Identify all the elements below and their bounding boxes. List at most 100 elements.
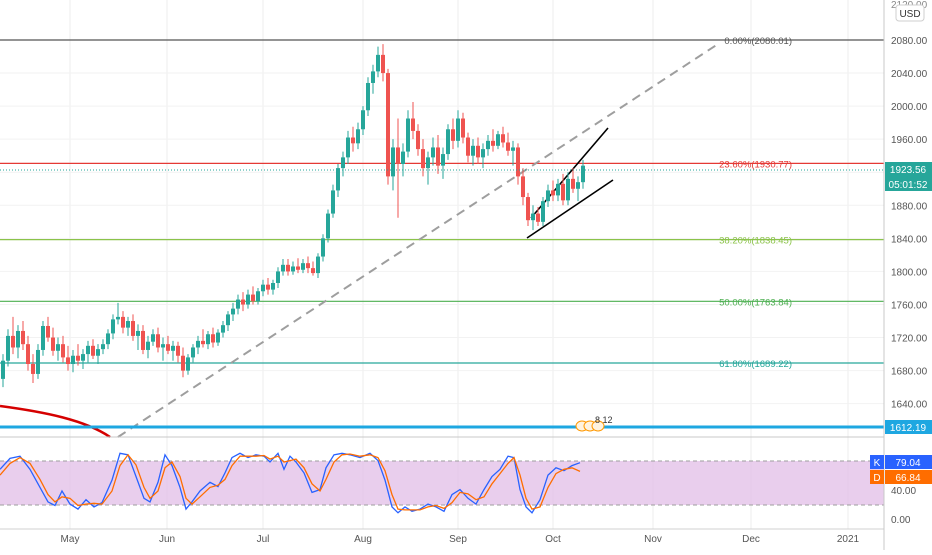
- candle-body[interactable]: [396, 147, 400, 164]
- candle-body[interactable]: [126, 321, 130, 328]
- candle-body[interactable]: [451, 129, 455, 141]
- candle-body[interactable]: [201, 340, 205, 345]
- candle-body[interactable]: [46, 325, 50, 338]
- candle-body[interactable]: [461, 118, 465, 138]
- candle-body[interactable]: [516, 147, 520, 177]
- candle-body[interactable]: [41, 325, 45, 350]
- candle-body[interactable]: [421, 149, 425, 169]
- candle-body[interactable]: [346, 137, 350, 158]
- candle-body[interactable]: [496, 134, 500, 146]
- candle-body[interactable]: [401, 151, 405, 164]
- candle-body[interactable]: [556, 183, 560, 196]
- candle-body[interactable]: [546, 190, 550, 202]
- candle-body[interactable]: [211, 334, 215, 343]
- candle-body[interactable]: [111, 319, 115, 334]
- candle-body[interactable]: [36, 349, 40, 374]
- candle-body[interactable]: [446, 129, 450, 155]
- candle-body[interactable]: [531, 213, 535, 221]
- candle-body[interactable]: [146, 341, 150, 350]
- candle-body[interactable]: [406, 118, 410, 152]
- currency-button[interactable]: USD: [895, 4, 925, 22]
- candle-body[interactable]: [286, 264, 290, 272]
- candle-body[interactable]: [11, 335, 15, 348]
- candle-body[interactable]: [226, 314, 230, 326]
- candle-body[interactable]: [216, 332, 220, 343]
- candle-body[interactable]: [191, 347, 195, 358]
- candle-body[interactable]: [321, 238, 325, 257]
- candle-body[interactable]: [246, 294, 250, 305]
- candle-body[interactable]: [276, 271, 280, 284]
- candle-body[interactable]: [431, 147, 435, 158]
- candle-body[interactable]: [441, 154, 445, 166]
- candle-body[interactable]: [81, 354, 85, 361]
- candle-body[interactable]: [71, 355, 75, 365]
- candle-body[interactable]: [86, 345, 90, 355]
- candle-body[interactable]: [391, 147, 395, 177]
- candle-body[interactable]: [231, 308, 235, 315]
- candle-body[interactable]: [521, 176, 525, 198]
- candle-body[interactable]: [471, 145, 475, 156]
- candle-body[interactable]: [316, 256, 320, 274]
- candle-body[interactable]: [336, 168, 340, 191]
- candle-body[interactable]: [356, 129, 360, 144]
- candle-body[interactable]: [161, 344, 165, 348]
- candle-body[interactable]: [206, 334, 210, 345]
- candle-body[interactable]: [506, 142, 510, 151]
- event-marker[interactable]: 8 12: [575, 415, 613, 432]
- candle-body[interactable]: [311, 268, 315, 274]
- candle-body[interactable]: [426, 157, 430, 169]
- candle-body[interactable]: [561, 183, 565, 201]
- candle-body[interactable]: [116, 316, 120, 320]
- candle-body[interactable]: [386, 73, 390, 177]
- candle-body[interactable]: [301, 263, 305, 270]
- candle-body[interactable]: [566, 178, 570, 201]
- candle-body[interactable]: [21, 330, 25, 345]
- candle-body[interactable]: [106, 333, 110, 345]
- candle-body[interactable]: [466, 137, 470, 156]
- candle-body[interactable]: [351, 137, 355, 144]
- candle-body[interactable]: [151, 334, 155, 342]
- candle-body[interactable]: [581, 165, 585, 183]
- candle-body[interactable]: [271, 283, 275, 290]
- candle-body[interactable]: [261, 284, 265, 292]
- stoch-k-line[interactable]: [0, 452, 581, 514]
- candle-body[interactable]: [251, 294, 255, 302]
- candle-body[interactable]: [141, 330, 145, 350]
- candle-body[interactable]: [501, 134, 505, 143]
- candle-body[interactable]: [486, 140, 490, 150]
- candle-body[interactable]: [51, 337, 55, 351]
- candle-body[interactable]: [296, 266, 300, 270]
- candle-body[interactable]: [136, 330, 140, 336]
- red-curve[interactable]: [0, 404, 111, 439]
- candle-body[interactable]: [281, 264, 285, 272]
- candle-body[interactable]: [101, 344, 105, 350]
- candle-body[interactable]: [481, 149, 485, 158]
- candle-body[interactable]: [156, 334, 160, 348]
- candle-body[interactable]: [236, 299, 240, 309]
- candle-body[interactable]: [326, 213, 330, 239]
- candle-body[interactable]: [91, 345, 95, 356]
- candle-body[interactable]: [476, 145, 480, 158]
- candle-body[interactable]: [511, 147, 515, 151]
- candle-body[interactable]: [181, 355, 185, 371]
- candle-body[interactable]: [266, 284, 270, 290]
- candle-body[interactable]: [66, 357, 70, 365]
- candle-body[interactable]: [366, 82, 370, 111]
- candle-body[interactable]: [56, 344, 60, 351]
- candle-body[interactable]: [256, 291, 260, 302]
- candle-body[interactable]: [416, 130, 420, 150]
- candle-body[interactable]: [551, 190, 555, 196]
- candle-body[interactable]: [221, 325, 225, 333]
- candle-body[interactable]: [131, 321, 135, 336]
- candle-body[interactable]: [571, 178, 575, 189]
- candle-body[interactable]: [491, 140, 495, 146]
- candle-body[interactable]: [291, 266, 295, 272]
- candle-body[interactable]: [31, 364, 35, 374]
- candle-body[interactable]: [331, 190, 335, 214]
- candle-body[interactable]: [121, 316, 125, 328]
- candle-body[interactable]: [371, 71, 375, 83]
- candle-body[interactable]: [436, 147, 440, 166]
- candle-body[interactable]: [456, 118, 460, 141]
